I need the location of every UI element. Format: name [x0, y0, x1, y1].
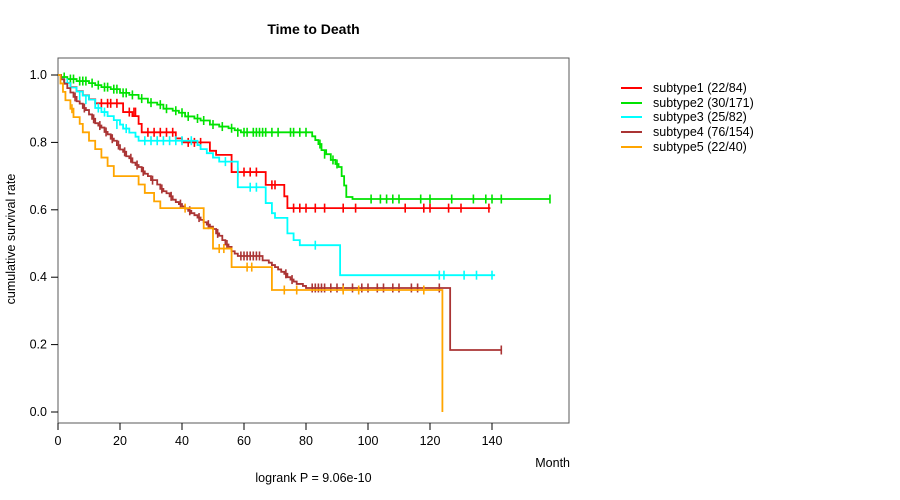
- x-tick-label: 100: [358, 434, 379, 448]
- x-tick-label: 20: [113, 434, 127, 448]
- curve-subtype5: [58, 74, 444, 412]
- y-axis-label: cumulative survival rate: [4, 173, 18, 305]
- chart-title: Time to Death: [267, 21, 360, 37]
- legend-label-subtype2: subtype2 (30/171): [653, 95, 754, 110]
- y-tick-label: 0.0: [30, 405, 47, 419]
- legend-label-subtype4: subtype4 (76/154): [653, 125, 754, 140]
- x-tick-label: 140: [482, 434, 503, 448]
- legend-row-subtype1: subtype1 (22/84): [621, 81, 754, 96]
- legend-row-subtype2: subtype2 (30/171): [621, 96, 754, 111]
- legend-swatch-subtype5: [621, 145, 642, 148]
- legend-label-subtype3: subtype3 (25/82): [653, 110, 747, 125]
- plot-box: [57, 57, 570, 424]
- legend-swatch-subtype2: [621, 101, 642, 104]
- legend: subtype1 (22/84) subtype2 (30/171) subtype…: [621, 81, 754, 154]
- legend-row-subtype5: subtype5 (22/40): [621, 139, 754, 154]
- legend-label-subtype1: subtype1 (22/84): [653, 81, 747, 96]
- curve-subtype3: [58, 74, 496, 277]
- logrank-pvalue-text: logrank P = 9.06e-10: [255, 471, 372, 485]
- legend-row-subtype4: subtype4 (76/154): [621, 125, 754, 140]
- x-tick-label: 80: [299, 434, 313, 448]
- legend-swatch-subtype1: [621, 87, 642, 90]
- y-tick-label: 1.0: [30, 68, 47, 82]
- x-tick-label: 120: [420, 434, 441, 448]
- curve-subtype4: [58, 74, 502, 351]
- y-tick-label: 0.8: [30, 135, 47, 149]
- legend-swatch-subtype3: [621, 116, 642, 119]
- x-axis-label: Month: [535, 456, 570, 470]
- y-tick-label: 0.2: [30, 338, 47, 352]
- legend-swatch-subtype4: [621, 131, 642, 134]
- curve-subtype2: [58, 74, 550, 200]
- legend-row-subtype3: subtype3 (25/82): [621, 110, 754, 125]
- y-tick-label: 0.6: [30, 203, 47, 217]
- y-tick-label: 0.4: [30, 270, 47, 284]
- x-tick-label: 40: [175, 434, 189, 448]
- x-tick-label: 0: [55, 434, 62, 448]
- legend-label-subtype5: subtype5 (22/40): [653, 139, 747, 154]
- x-tick-label: 60: [237, 434, 251, 448]
